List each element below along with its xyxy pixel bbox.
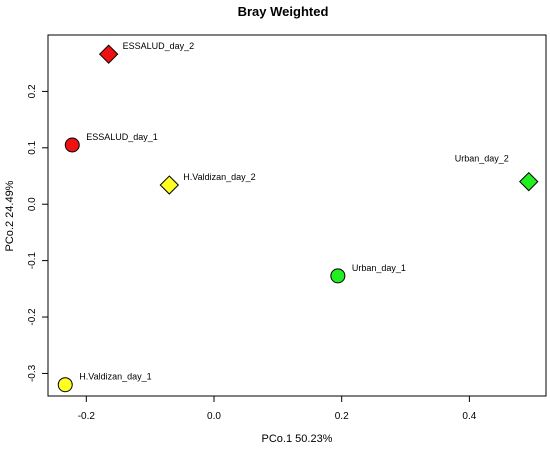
y-tick-label: 0.1 xyxy=(27,140,38,154)
circle-marker xyxy=(57,377,73,393)
y-axis: -0.3 -0.2 -0.1 0.0 0.1 0.2 xyxy=(27,84,48,382)
point-label: Urban_day_1 xyxy=(352,263,406,273)
point-label: H.Valdizan_day_2 xyxy=(183,172,255,182)
y-tick-label: -0.3 xyxy=(27,364,38,382)
chart-title: Bray Weighted xyxy=(238,4,329,19)
plot-frame xyxy=(47,34,547,397)
y-axis-label: PCo.2 24.49% xyxy=(4,180,16,251)
point-label: Urban_day_2 xyxy=(455,154,509,164)
diamond-marker xyxy=(519,171,539,192)
x-axis-label: PCo.1 50.23% xyxy=(262,433,333,445)
y-tick-label: -0.1 xyxy=(27,252,38,270)
x-tick-label: 0.4 xyxy=(462,411,476,422)
point-label: ESSALUD_day_1 xyxy=(86,132,158,142)
point-label: H.Valdizan_day_1 xyxy=(79,372,151,382)
diamond-marker xyxy=(98,44,119,64)
circle-marker xyxy=(330,268,346,284)
circle-marker xyxy=(64,137,80,153)
y-tick-label: 0.2 xyxy=(27,84,38,98)
x-tick-label: 0.2 xyxy=(335,411,349,422)
point-label: ESSALUD_day_2 xyxy=(123,41,195,51)
y-tick-label: -0.2 xyxy=(27,308,38,326)
diamond-marker xyxy=(159,175,180,195)
data-points: ESSALUD_day_2 ESSALUD_day_1 H.Valdizan_day… xyxy=(57,41,539,393)
x-axis: -0.2 0.0 0.2 0.4 xyxy=(78,396,477,422)
x-tick-label: -0.2 xyxy=(78,411,96,422)
y-tick-label: 0.0 xyxy=(27,197,38,211)
x-tick-label: 0.0 xyxy=(207,411,221,422)
